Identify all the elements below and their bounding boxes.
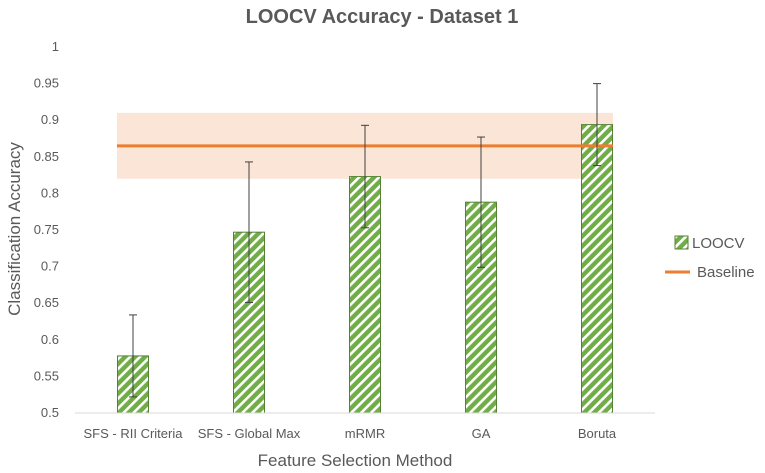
y-tick-label: 0.55: [34, 368, 59, 383]
y-axis-title: Classification Accuracy: [5, 142, 24, 316]
error-bar: [361, 124, 369, 229]
x-tick-label: mRMR: [345, 426, 385, 441]
y-tick-label: 0.5: [41, 405, 59, 420]
bar: [581, 124, 613, 414]
y-tick-label: 0.65: [34, 295, 59, 310]
y-tick-label: 0.95: [34, 76, 59, 91]
y-tick-label: 0.8: [41, 185, 59, 200]
x-tick-labels: SFS - RII Criteria SFS - Global Max mRMR GA…: [84, 426, 617, 441]
x-tick-label: SFS - Global Max: [198, 426, 301, 441]
y-tick-label: 1: [52, 39, 59, 54]
y-tick-label: 0.6: [41, 332, 59, 347]
legend-loocv-swatch: [674, 235, 689, 250]
x-tick-label: Boruta: [578, 426, 617, 441]
error-bar: [129, 314, 137, 398]
x-tick-label: SFS - RII Criteria: [84, 426, 184, 441]
error-bar: [245, 161, 253, 303]
x-axis-title: Feature Selection Method: [258, 451, 453, 470]
x-tick-label: GA: [472, 426, 491, 441]
chart-title: LOOCV Accuracy - Dataset 1: [246, 6, 519, 28]
error-bar: [477, 136, 485, 268]
errorbars-layer: [129, 83, 601, 398]
y-tick-label: 0.9: [41, 112, 59, 127]
y-tick-label: 0.7: [41, 259, 59, 274]
y-tick-label: 0.85: [34, 149, 59, 164]
legend: LOOCV Baseline: [665, 235, 755, 281]
error-bar: [593, 83, 601, 167]
legend-loocv-label: LOOCV: [692, 235, 745, 252]
y-tick-labels: 0.5 0.55 0.6 0.65 0.7 0.75 0.8 0.85 0.9 0.95 1: [34, 39, 59, 420]
y-tick-label: 0.75: [34, 222, 59, 237]
legend-baseline-label: Baseline: [697, 264, 755, 281]
